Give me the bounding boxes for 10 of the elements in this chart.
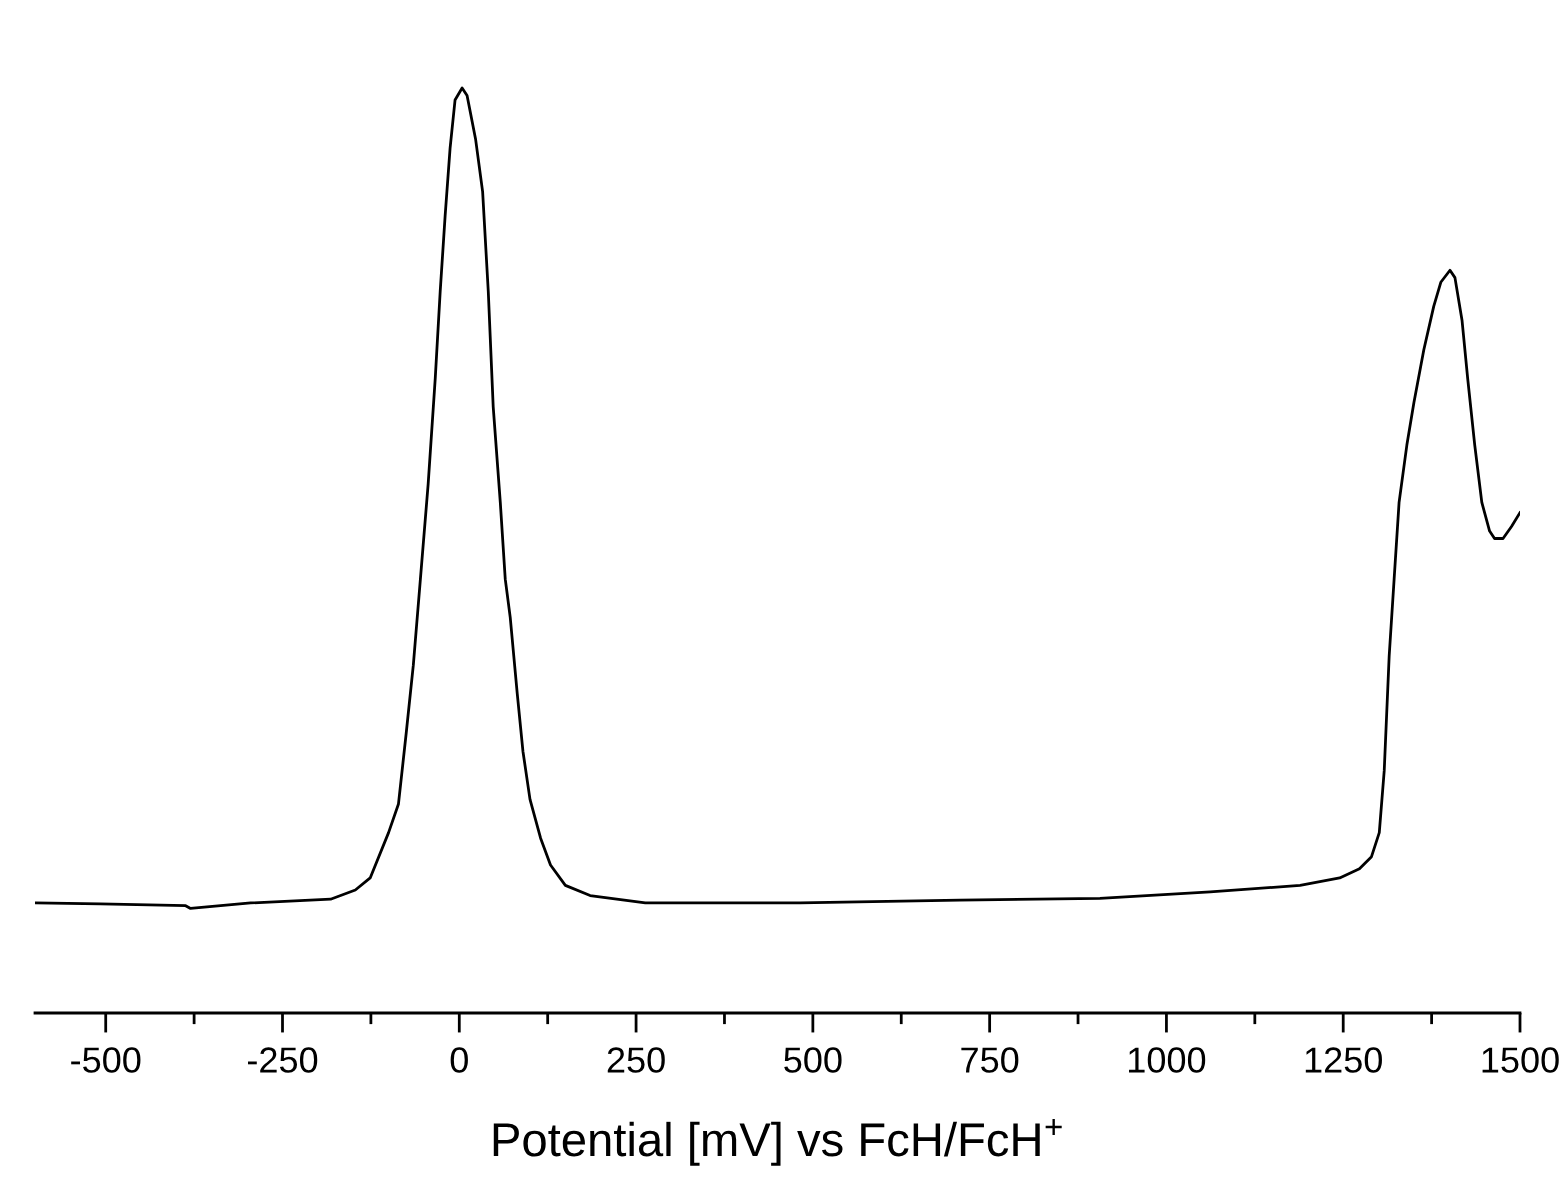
x-tick-label: -500 [71,1047,141,1073]
x-tick-label: -250 [247,1047,318,1073]
x-tick-label: 1500 [1482,1047,1559,1073]
x-tick-label: 1250 [1305,1047,1382,1073]
x-tick-label: 500 [784,1047,842,1073]
x-tick-label: 1000 [1129,1047,1206,1073]
x-tick-label: 750 [961,1047,1019,1073]
x-axis-title: Potential [mV] vs FcH/FcH$^{+}$ [493,1118,1062,1166]
x-tick-label: 250 [607,1047,665,1073]
x-tick-label: 0 [450,1047,468,1073]
